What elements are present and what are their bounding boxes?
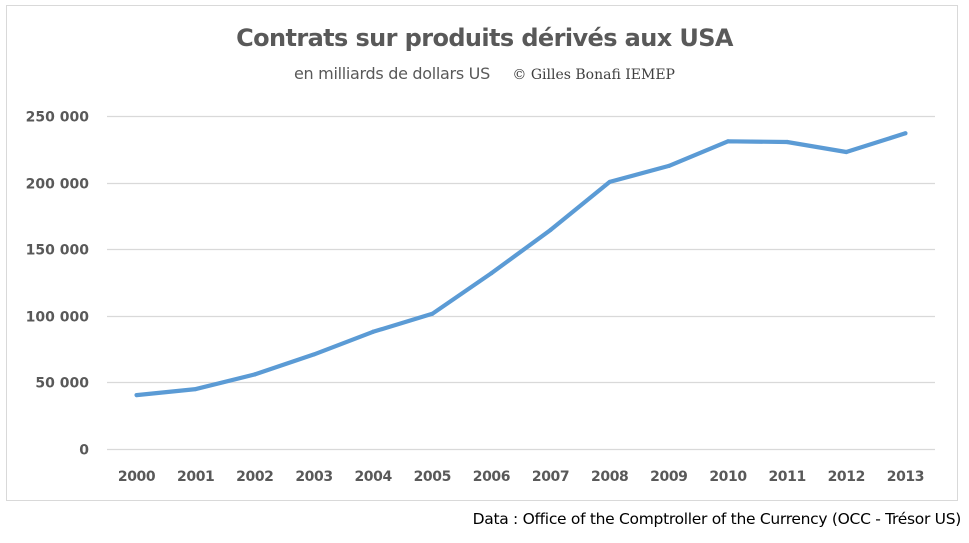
x-tick-label: 2001 — [177, 469, 214, 485]
chart-subtitle-row: en milliards de dollars US © Gilles Bona… — [0, 64, 969, 84]
data-point — [311, 352, 317, 357]
x-tick-label: 2008 — [591, 469, 628, 485]
x-axis: 2000 2001 2002 2003 2004 2005 2006 2007 2008 2009… — [118, 469, 925, 485]
data-point — [252, 372, 257, 377]
gridlines — [107, 115, 935, 451]
x-tick-label: 2000 — [118, 469, 156, 485]
data-point — [785, 139, 790, 145]
x-tick-label: 2004 — [354, 469, 392, 485]
x-tick-label: 2007 — [532, 469, 569, 485]
series-line — [134, 131, 908, 398]
chart-subtitle: en milliards de dollars US — [294, 64, 490, 83]
data-point — [134, 392, 139, 398]
y-tick-label: 0 — [79, 443, 89, 459]
data-point — [725, 139, 731, 144]
y-tick-label: 200 000 — [26, 177, 90, 193]
data-point — [430, 311, 435, 316]
series-layer — [134, 131, 908, 398]
y-tick-label: 250 000 — [26, 110, 90, 126]
data-point — [903, 131, 908, 136]
data-point — [666, 163, 671, 169]
data-point — [844, 149, 849, 155]
data-point — [193, 386, 198, 392]
x-tick-label: 2012 — [828, 469, 865, 485]
x-tick-label: 2013 — [887, 469, 924, 485]
y-tick-label: 150 000 — [26, 243, 90, 259]
x-tick-label: 2011 — [768, 469, 805, 485]
chart-area — [6, 5, 958, 501]
x-tick-label: 2005 — [414, 469, 451, 485]
y-tick-label: 100 000 — [26, 310, 90, 326]
chart-credit: © Gilles Bonafi IEMEP — [512, 67, 675, 83]
x-tick-label: 2006 — [473, 469, 510, 485]
x-tick-label: 2009 — [650, 469, 687, 485]
x-tick-label: 2002 — [236, 469, 273, 485]
data-point — [489, 271, 494, 276]
x-tick-label: 2003 — [295, 469, 332, 485]
x-tick-label: 2010 — [709, 469, 747, 485]
y-tick-label: 50 000 — [35, 376, 89, 392]
data-point — [371, 329, 376, 334]
data-point — [607, 179, 612, 185]
source-note: Data : Office of the Comptroller of the … — [472, 510, 962, 528]
y-axis: 0 50 000 100 000 150 000 200 000 250 000 — [26, 110, 90, 459]
data-point — [548, 227, 553, 232]
chart-title: Contrats sur produits dérivés aux USA — [236, 24, 733, 52]
